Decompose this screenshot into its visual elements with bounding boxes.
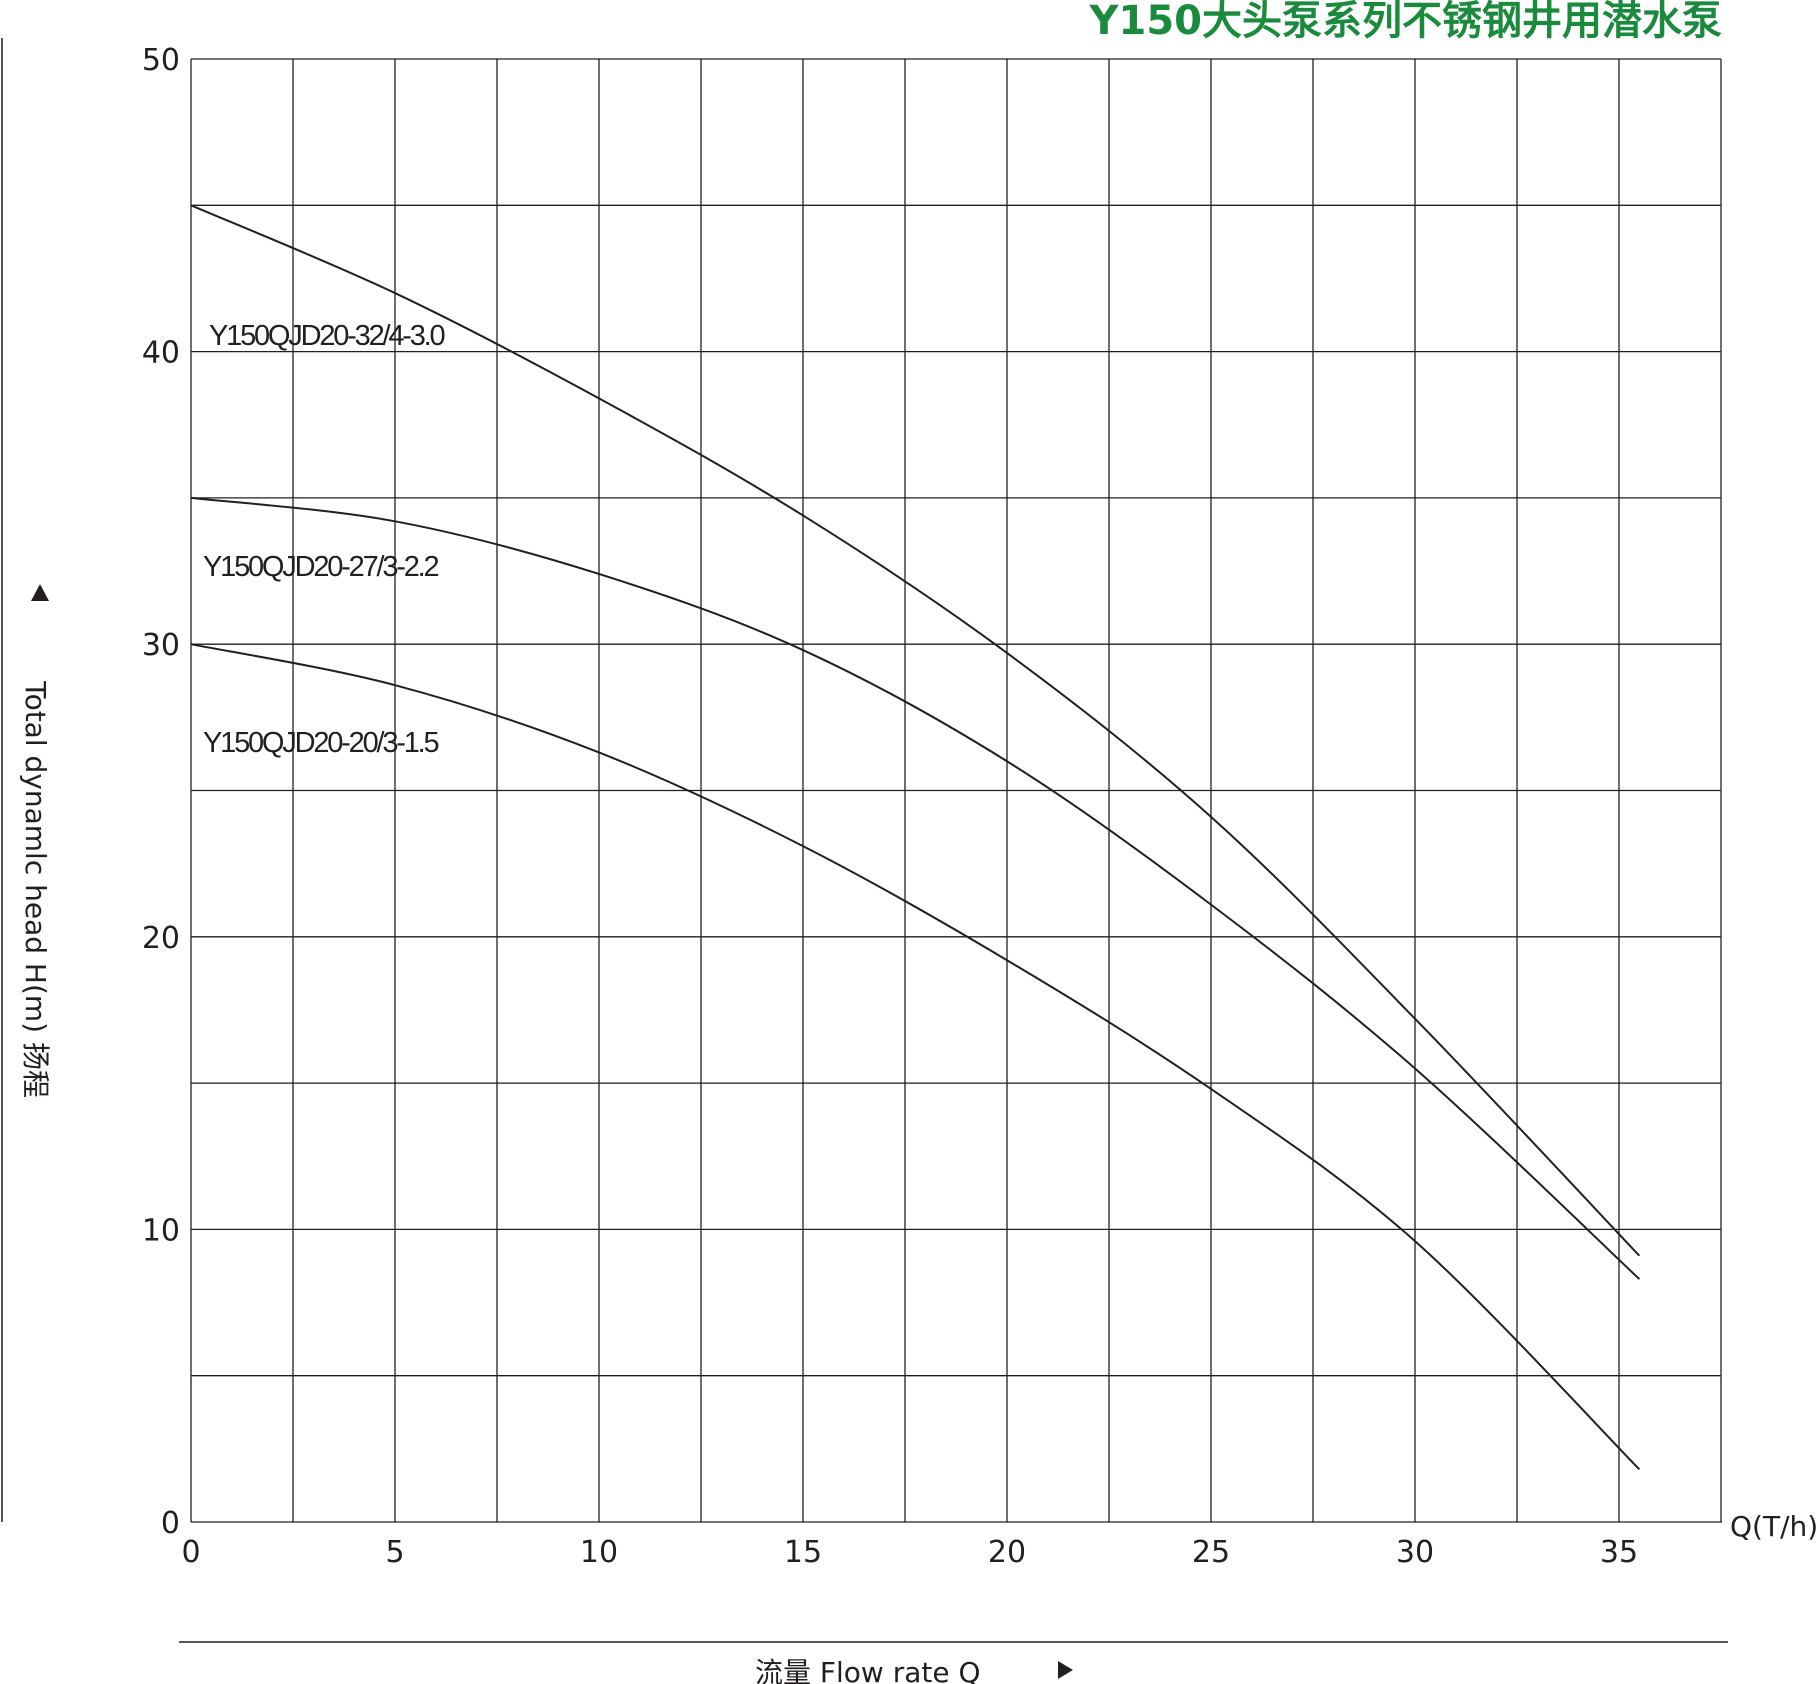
x-tick-label: 25 (1192, 1535, 1230, 1570)
series-lines (190, 204, 1641, 1471)
chart-title: Y150大头泵系列不锈钢井用潜水泵 (1089, 0, 1722, 44)
y-tick-label: 50 (142, 43, 180, 78)
x-tick-label: 5 (385, 1535, 404, 1570)
series-label: Y150QJD20-32/4-3.0 (209, 320, 445, 352)
tick-labels: 0 10 20 30 40 50 0 5 10 15 20 25 30 35 (142, 43, 1638, 1570)
x-tick-label: 15 (784, 1535, 822, 1570)
series-line (190, 204, 1641, 1257)
x-tick-label: 10 (580, 1535, 618, 1570)
series-line (190, 643, 1641, 1471)
x-axis-label: 流量 Flow rate Q (755, 1656, 981, 1684)
y-tick-label: 40 (142, 336, 180, 371)
series-labels: Y150QJD20-32/4-3.0 Y150QJD20-27/3-2.2 Y150… (203, 320, 447, 759)
y-axis-label: Total dynamlc head H(m) 扬程 (19, 680, 52, 1098)
x-tick-label: 0 (181, 1535, 200, 1570)
series-line (190, 496, 1641, 1280)
series-label: Y150QJD20-27/3-2.2 (203, 551, 439, 583)
grid (190, 58, 1722, 1523)
y-tick-label: 10 (142, 1213, 180, 1248)
x-tick-label: 20 (988, 1535, 1026, 1570)
series-label: Y150QJD20-20/3-1.5 (203, 727, 439, 759)
x-axis-arrow-icon (1058, 1661, 1073, 1679)
x-tick-label: 30 (1396, 1535, 1434, 1570)
y-tick-label: 30 (142, 628, 180, 663)
x-unit-label: Q(T/h) (1730, 1510, 1818, 1543)
x-tick-label: 35 (1600, 1535, 1638, 1570)
y-tick-label: 20 (142, 921, 180, 956)
y-axis-arrow-icon (31, 584, 49, 601)
y-axis-title: Total dynamlc head H(m) 扬程 (19, 680, 52, 1098)
y-tick-label: 0 (161, 1506, 180, 1541)
